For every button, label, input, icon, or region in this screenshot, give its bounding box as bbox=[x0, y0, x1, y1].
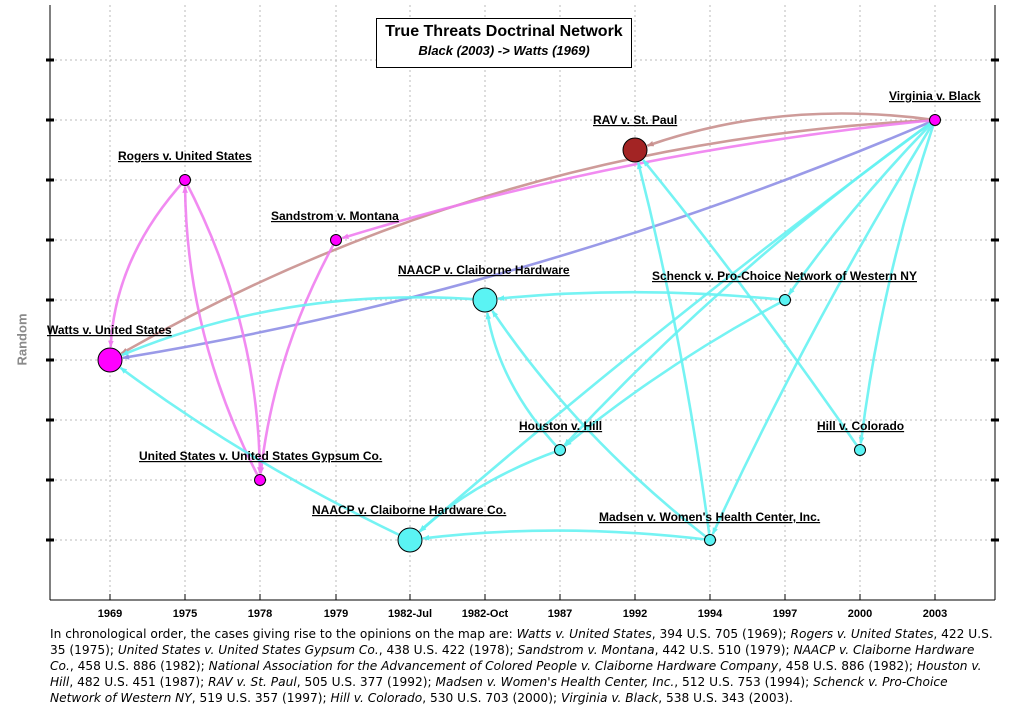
edge-hill-to-rav bbox=[642, 159, 862, 451]
node-naacp_co[interactable] bbox=[397, 527, 423, 553]
caption-case-name: Rogers v. United States bbox=[790, 627, 934, 641]
nodes bbox=[97, 114, 941, 553]
node-labels: Watts v. United States Rogers v. United S… bbox=[47, 89, 981, 524]
x-tick-label: 1982-Jul bbox=[388, 608, 432, 620]
caption-text: , 442 U.S. 510 (1979); bbox=[654, 643, 794, 657]
edge-schenck-to-naacp_hw bbox=[497, 290, 786, 302]
node-black[interactable] bbox=[929, 114, 941, 126]
node-label-houston: Houston v. Hill bbox=[519, 419, 602, 433]
x-tick-label: 1979 bbox=[324, 608, 348, 620]
edge-madsen-to-rav bbox=[636, 161, 712, 541]
caption-case-name: United States v. United States Gypsum Co… bbox=[117, 643, 379, 657]
edge-black-to-watts bbox=[120, 118, 936, 355]
node-label-hill: Hill v. Colorado bbox=[817, 419, 904, 433]
caption-case-name: Sandstrom v. Montana bbox=[517, 643, 655, 657]
node-label-naacp_hw: NAACP v. Claiborne Hardware bbox=[398, 263, 570, 277]
chart-title: True Threats Doctrinal Network bbox=[385, 23, 623, 40]
x-tick-label: 1969 bbox=[98, 608, 122, 620]
grid bbox=[50, 5, 995, 600]
caption-text: , 512 U.S. 753 (1994); bbox=[674, 675, 814, 689]
node-label-naacp_co: NAACP v. Claiborne Hardware Co. bbox=[312, 503, 506, 517]
caption-text: , 394 U.S. 705 (1969); bbox=[651, 627, 791, 641]
node-naacp_hw[interactable] bbox=[472, 287, 498, 313]
node-label-gypsum: United States v. United States Gypsum Co… bbox=[139, 449, 382, 463]
node-label-sandstrom: Sandstrom v. Montana bbox=[271, 209, 399, 223]
caption-case-name: RAV v. St. Paul bbox=[208, 675, 297, 689]
node-label-watts: Watts v. United States bbox=[47, 323, 172, 337]
edge-houston-to-naacp_hw bbox=[485, 312, 561, 451]
caption-text: , 458 U.S. 886 (1982); bbox=[778, 659, 917, 673]
caption-case-name: Houston v. Hill bbox=[50, 659, 982, 689]
edge-black-to-schenck bbox=[787, 119, 936, 296]
x-tick-label: 2003 bbox=[923, 608, 947, 620]
caption-case-name: Watts v. United States bbox=[516, 627, 652, 641]
edge-schenck-to-houston bbox=[564, 298, 786, 447]
caption-text: , 482 U.S. 451 (1987); bbox=[69, 675, 209, 689]
x-tick-label: 1987 bbox=[548, 608, 572, 620]
caption-case-name: National Association for the Advancement… bbox=[208, 659, 779, 673]
edge-black-to-sandstrom bbox=[341, 118, 936, 240]
caption-text: , 530 U.S. 703 (2000); bbox=[422, 691, 562, 705]
caption-text: , 519 U.S. 357 (1997); bbox=[191, 691, 331, 705]
node-sandstrom[interactable] bbox=[330, 234, 342, 246]
edge-black-to-rav bbox=[646, 112, 936, 147]
edge-rogers-to-watts bbox=[108, 179, 186, 348]
x-tick-label: 1978 bbox=[248, 608, 272, 620]
caption-text: , 438 U.S. 422 (1978); bbox=[378, 643, 518, 657]
node-gypsum[interactable] bbox=[254, 474, 266, 486]
node-label-schenck: Schenck v. Pro-Choice Network of Western… bbox=[652, 269, 917, 283]
chart-subtitle: Black (2003) -> Watts (1969) bbox=[418, 43, 590, 58]
node-label-rogers: Rogers v. United States bbox=[118, 149, 252, 163]
node-label-madsen: Madsen v. Women's Health Center, Inc. bbox=[599, 510, 820, 524]
edge-black-to-naacp_co bbox=[418, 118, 936, 533]
edge-rogers-to-gypsum bbox=[183, 179, 263, 475]
edge-black-to-watts bbox=[122, 118, 936, 360]
edge-madsen-to-naacp_co bbox=[422, 529, 711, 542]
edge-sandstrom-to-gypsum bbox=[258, 239, 338, 475]
title-box: True Threats Doctrinal Network Black (20… bbox=[376, 18, 632, 68]
caption-case-name: Schenck v. Pro-Choice Network of Western… bbox=[50, 675, 948, 705]
edge-houston-to-naacp_co bbox=[418, 448, 561, 533]
caption-case-name: NAACP v. Claiborne Hardware Co. bbox=[50, 643, 975, 673]
caption-case-name: Virginia v. Black bbox=[561, 691, 659, 705]
node-label-black: Virginia v. Black bbox=[889, 89, 981, 103]
edge-naacp_hw-to-watts bbox=[121, 296, 486, 357]
caption-text: , 422 U.S. 35 (1975); bbox=[50, 627, 993, 657]
caption-text: In chronological order, the cases giving… bbox=[50, 627, 517, 641]
y-axis-label: Random bbox=[14, 313, 30, 366]
x-tick-label: 1975 bbox=[173, 608, 197, 620]
edge-gypsum-to-rogers bbox=[182, 185, 262, 481]
caption-text: , 505 U.S. 377 (1992); bbox=[296, 675, 436, 689]
node-schenck[interactable] bbox=[779, 294, 791, 306]
x-tick-label: 2000 bbox=[848, 608, 872, 620]
node-rav[interactable] bbox=[622, 137, 648, 163]
x-tick-label: 1994 bbox=[698, 608, 723, 620]
x-tick-label: 1982-Oct bbox=[462, 608, 509, 620]
caption-case-name: Hill v. Colorado bbox=[330, 691, 423, 705]
edge-naacp_co-to-watts bbox=[119, 366, 411, 542]
node-label-rav: RAV v. St. Paul bbox=[593, 113, 677, 127]
edge-black-to-madsen bbox=[711, 119, 937, 535]
edges bbox=[108, 112, 937, 542]
node-hill[interactable] bbox=[854, 444, 866, 456]
caption-text: , 538 U.S. 343 (2003). bbox=[658, 691, 793, 705]
caption-case-name: Madsen v. Women's Health Center, Inc. bbox=[435, 675, 675, 689]
node-madsen[interactable] bbox=[704, 534, 716, 546]
caption-text: , 458 U.S. 886 (1982); bbox=[69, 659, 209, 673]
node-rogers[interactable] bbox=[179, 174, 191, 186]
node-houston[interactable] bbox=[554, 444, 566, 456]
case-caption: In chronological order, the cases giving… bbox=[50, 626, 1000, 706]
edge-black-to-hill bbox=[858, 119, 937, 445]
x-tick-label: 1997 bbox=[773, 608, 797, 620]
x-tick-label: 1992 bbox=[623, 608, 647, 620]
edge-madsen-to-naacp_hw bbox=[491, 310, 711, 542]
axes: 1969 1975 1978 1979 1982-Jul 1982-Oct 1987 1992… bbox=[46, 5, 999, 620]
node-watts[interactable] bbox=[97, 347, 123, 373]
